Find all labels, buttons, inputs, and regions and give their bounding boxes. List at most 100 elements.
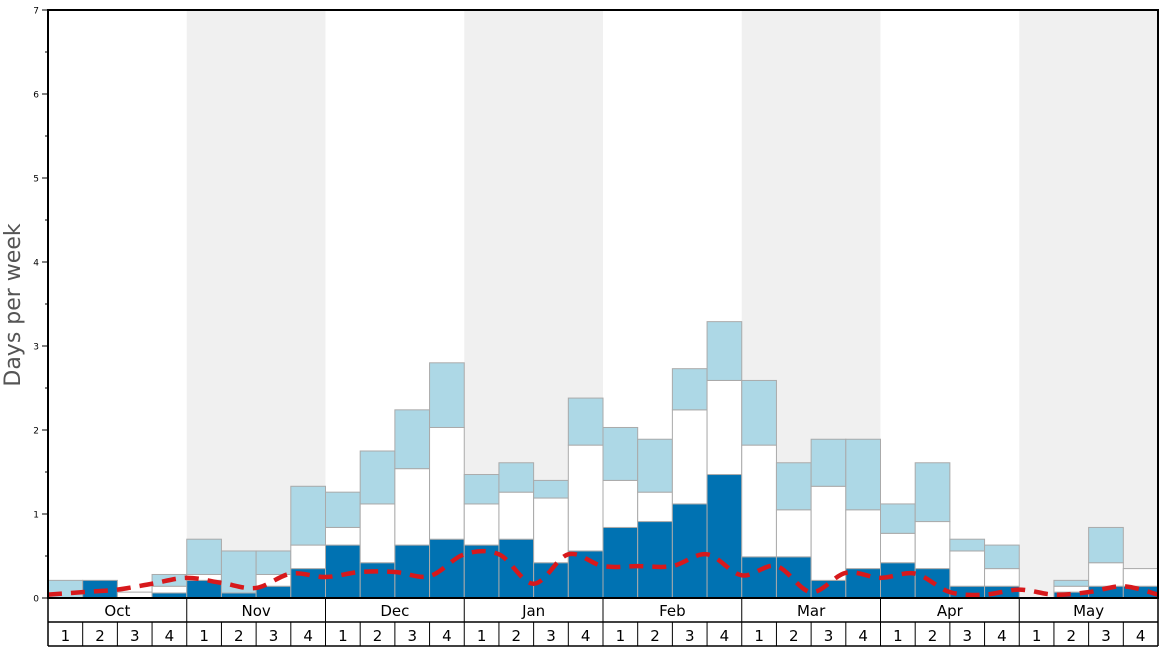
bar-segment [984,568,1020,587]
bar-segment [880,532,916,564]
bar-segment [429,426,465,540]
bar-segment [914,462,951,523]
bar-segment [671,409,708,505]
bar-segment [359,562,396,599]
bar-segment [637,521,673,599]
week-label: 3 [130,627,140,645]
y-tick-label: 2 [33,427,39,437]
bar-segment [741,444,777,558]
week-label: 3 [685,627,695,645]
week-label: 2 [234,627,244,645]
bar-segment [706,474,743,599]
bar-segment [1088,562,1124,587]
bar-segment [880,562,916,599]
week-label: 1 [61,627,71,645]
month-label: Oct [104,602,130,620]
y-tick-label: 6 [33,91,39,101]
week-label: 1 [1032,627,1042,645]
week-label: 3 [962,627,972,645]
month-label: Mar [797,602,826,620]
bar-segment [602,479,639,528]
y-axis-label: Days per week [1,223,26,386]
month-label: Apr [937,602,964,620]
bars-layer [47,321,1159,599]
average-line [47,548,1159,598]
bar-segment [602,526,639,599]
y-tick-label: 1 [33,511,39,521]
month-label: Nov [241,602,270,620]
bar-segment [984,544,1020,570]
bar-segment [463,474,500,505]
average-line-layer [47,548,1159,598]
bar-segment [533,497,569,564]
week-label: 4 [858,627,868,645]
bar-segment [359,450,396,505]
bar-segment [429,362,465,428]
week-label: 3 [269,627,279,645]
week-label: 4 [1136,627,1146,645]
week-label: 1 [616,627,626,645]
week-label: 1 [893,627,903,645]
bar-segment [290,544,326,570]
bar-segment [810,485,847,581]
bar-segment [880,503,916,534]
week-label: 1 [754,627,764,645]
bar-segment [255,550,292,575]
x-axis-layer: Oct Nov Dec Jan Feb Mar Apr May 1 2 3 4 1 2 3 4 1 2 3 4 1 2 3 4… [47,598,1159,647]
week-label: 2 [512,627,522,645]
week-label: 1 [477,627,487,645]
week-label: 3 [546,627,556,645]
bar-segment [290,485,326,546]
bar-segment [949,538,986,552]
month-label: Dec [380,602,409,620]
week-label: 3 [824,627,834,645]
bar-segment [359,503,396,564]
bar-segment [706,379,743,476]
bar-segment [671,368,708,411]
bar-segment [1053,579,1090,587]
bar-segment [845,438,881,511]
month-band [1019,10,1158,598]
week-label: 3 [1101,627,1111,645]
bar-segment [463,503,500,546]
bar-segment [637,438,673,493]
y-tick-label: 5 [33,175,39,185]
bar-segment [949,550,986,587]
bar-segment [741,379,777,446]
bar-segment [498,462,535,493]
week-label: 4 [720,627,730,645]
week-label: 4 [997,627,1007,645]
bar-segment [706,321,743,381]
y-tick-label: 0 [33,595,39,605]
y-tick-label: 7 [33,7,39,17]
week-label: 2 [928,627,938,645]
bar-segment [775,509,812,558]
bar-segment [567,444,604,552]
bar-segment [671,503,708,599]
bar-segment [325,526,361,546]
week-label: 3 [407,627,417,645]
bar-segment [498,491,535,540]
bar-segment [151,585,188,594]
bar-segment [325,491,361,528]
month-bands [186,10,1158,598]
month-label: May [1073,602,1104,620]
bar-segment [602,426,639,481]
week-label: 4 [581,627,591,645]
week-label: 2 [1067,627,1077,645]
bar-segment [637,491,673,523]
bar-segment [429,538,465,599]
bar-segment [1088,526,1124,564]
bar-segment [186,538,222,575]
week-label: 2 [373,627,383,645]
week-label: 1 [199,627,209,645]
week-label: 4 [442,627,452,645]
month-label: Feb [659,602,686,620]
week-label: 4 [165,627,175,645]
bar-segment [810,438,847,487]
y-tick-label: 4 [33,259,39,269]
bar-segment [914,521,951,570]
bar-segment [1122,568,1159,587]
